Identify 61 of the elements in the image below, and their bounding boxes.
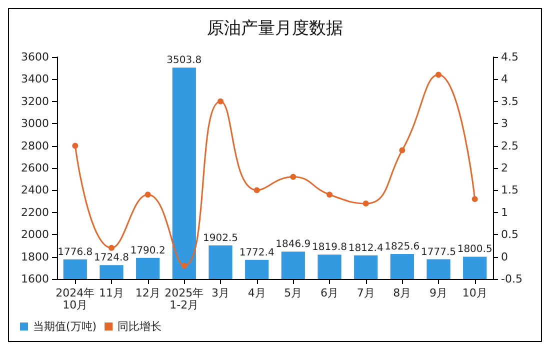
- y2-tick-label: -0.5: [501, 272, 522, 286]
- y2-tick-label: 3.5: [501, 94, 518, 108]
- data-label: 1772.4: [239, 247, 274, 258]
- y-tick-label: 3400: [21, 72, 49, 86]
- y-tick-label: 2200: [21, 206, 49, 219]
- legend-label: 同比增长: [118, 320, 162, 333]
- y-tick-label: 2400: [21, 184, 49, 197]
- x-tick-label: 12月: [135, 286, 160, 300]
- y2-tick-label: 3: [501, 117, 508, 130]
- point: [399, 147, 406, 154]
- point: [254, 187, 260, 194]
- data-label: 1790.2: [130, 245, 166, 256]
- x-tick-label: 2024年 10月: [56, 286, 95, 312]
- point: [144, 192, 151, 198]
- data-label: 1825.6: [384, 241, 420, 252]
- point: [326, 192, 332, 198]
- x-tick-label: 4月: [248, 286, 266, 300]
- y2-tick-label: 1: [501, 206, 508, 219]
- y2-tick-label: 4: [501, 72, 508, 86]
- data-label: 1724.8: [94, 252, 129, 264]
- y-tick-label: 1800: [21, 250, 49, 264]
- y2-tick-label: 4.5: [501, 50, 518, 64]
- x-tick-label: 7月: [356, 286, 375, 300]
- point: [218, 98, 224, 104]
- x-tick-label: 8月: [393, 286, 412, 300]
- y2-tick-label: 0: [501, 250, 508, 264]
- y-tick-label: 2000: [21, 228, 49, 242]
- data-label: 3503.8: [166, 55, 202, 66]
- y2-tick-label: 0.5: [501, 228, 518, 242]
- x-tick-label: 10月: [462, 286, 488, 300]
- data-label: 1812.4: [348, 242, 384, 254]
- y-tick-label: 3600: [21, 50, 49, 64]
- data-label: 1846.9: [276, 239, 311, 250]
- point: [290, 174, 296, 180]
- point: [181, 262, 188, 269]
- point: [472, 196, 478, 202]
- legend-label: 当期值(万吨): [33, 320, 97, 333]
- x-tick-label: 11月: [99, 286, 124, 300]
- x-tick-label: 3月: [212, 286, 230, 300]
- data-label: 1776.8: [58, 246, 93, 258]
- x-tick-label: 9月: [430, 286, 448, 300]
- data-label: 1902.5: [203, 232, 238, 244]
- point: [436, 72, 442, 78]
- data-label: 1777.5: [421, 246, 456, 258]
- y2-tick-label: 2: [501, 162, 508, 174]
- y-tick-label: 3200: [21, 94, 49, 108]
- point: [72, 142, 78, 149]
- point: [108, 244, 114, 251]
- y2-tick-label: 1.5: [501, 184, 518, 197]
- y2-tick-label: 2.5: [501, 139, 518, 152]
- y-tick-label: 2600: [21, 162, 49, 174]
- point: [362, 200, 369, 207]
- x-tick-label: 5月: [284, 286, 302, 300]
- x-tick-label: 2025年 1-2月: [164, 286, 204, 312]
- y-tick-label: 3000: [21, 117, 49, 130]
- data-label: 1819.8: [312, 242, 347, 254]
- y-tick-label: 1600: [21, 272, 49, 286]
- y-tick-label: 2800: [21, 139, 49, 152]
- x-tick-label: 6月: [320, 286, 338, 300]
- data-label: 1800.5: [457, 244, 492, 256]
- chart-title: 原油产量月度数据: [207, 18, 343, 38]
